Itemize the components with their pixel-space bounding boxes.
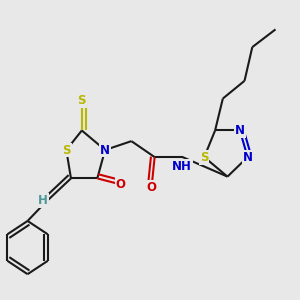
Text: O: O <box>116 178 126 191</box>
Text: S: S <box>200 151 208 164</box>
Text: S: S <box>62 143 70 157</box>
Text: N: N <box>243 151 253 164</box>
Text: N: N <box>235 124 245 137</box>
Text: H: H <box>38 194 48 207</box>
Text: N: N <box>100 143 110 157</box>
Text: O: O <box>146 181 157 194</box>
Text: S: S <box>78 94 86 107</box>
Text: NH: NH <box>172 160 192 173</box>
